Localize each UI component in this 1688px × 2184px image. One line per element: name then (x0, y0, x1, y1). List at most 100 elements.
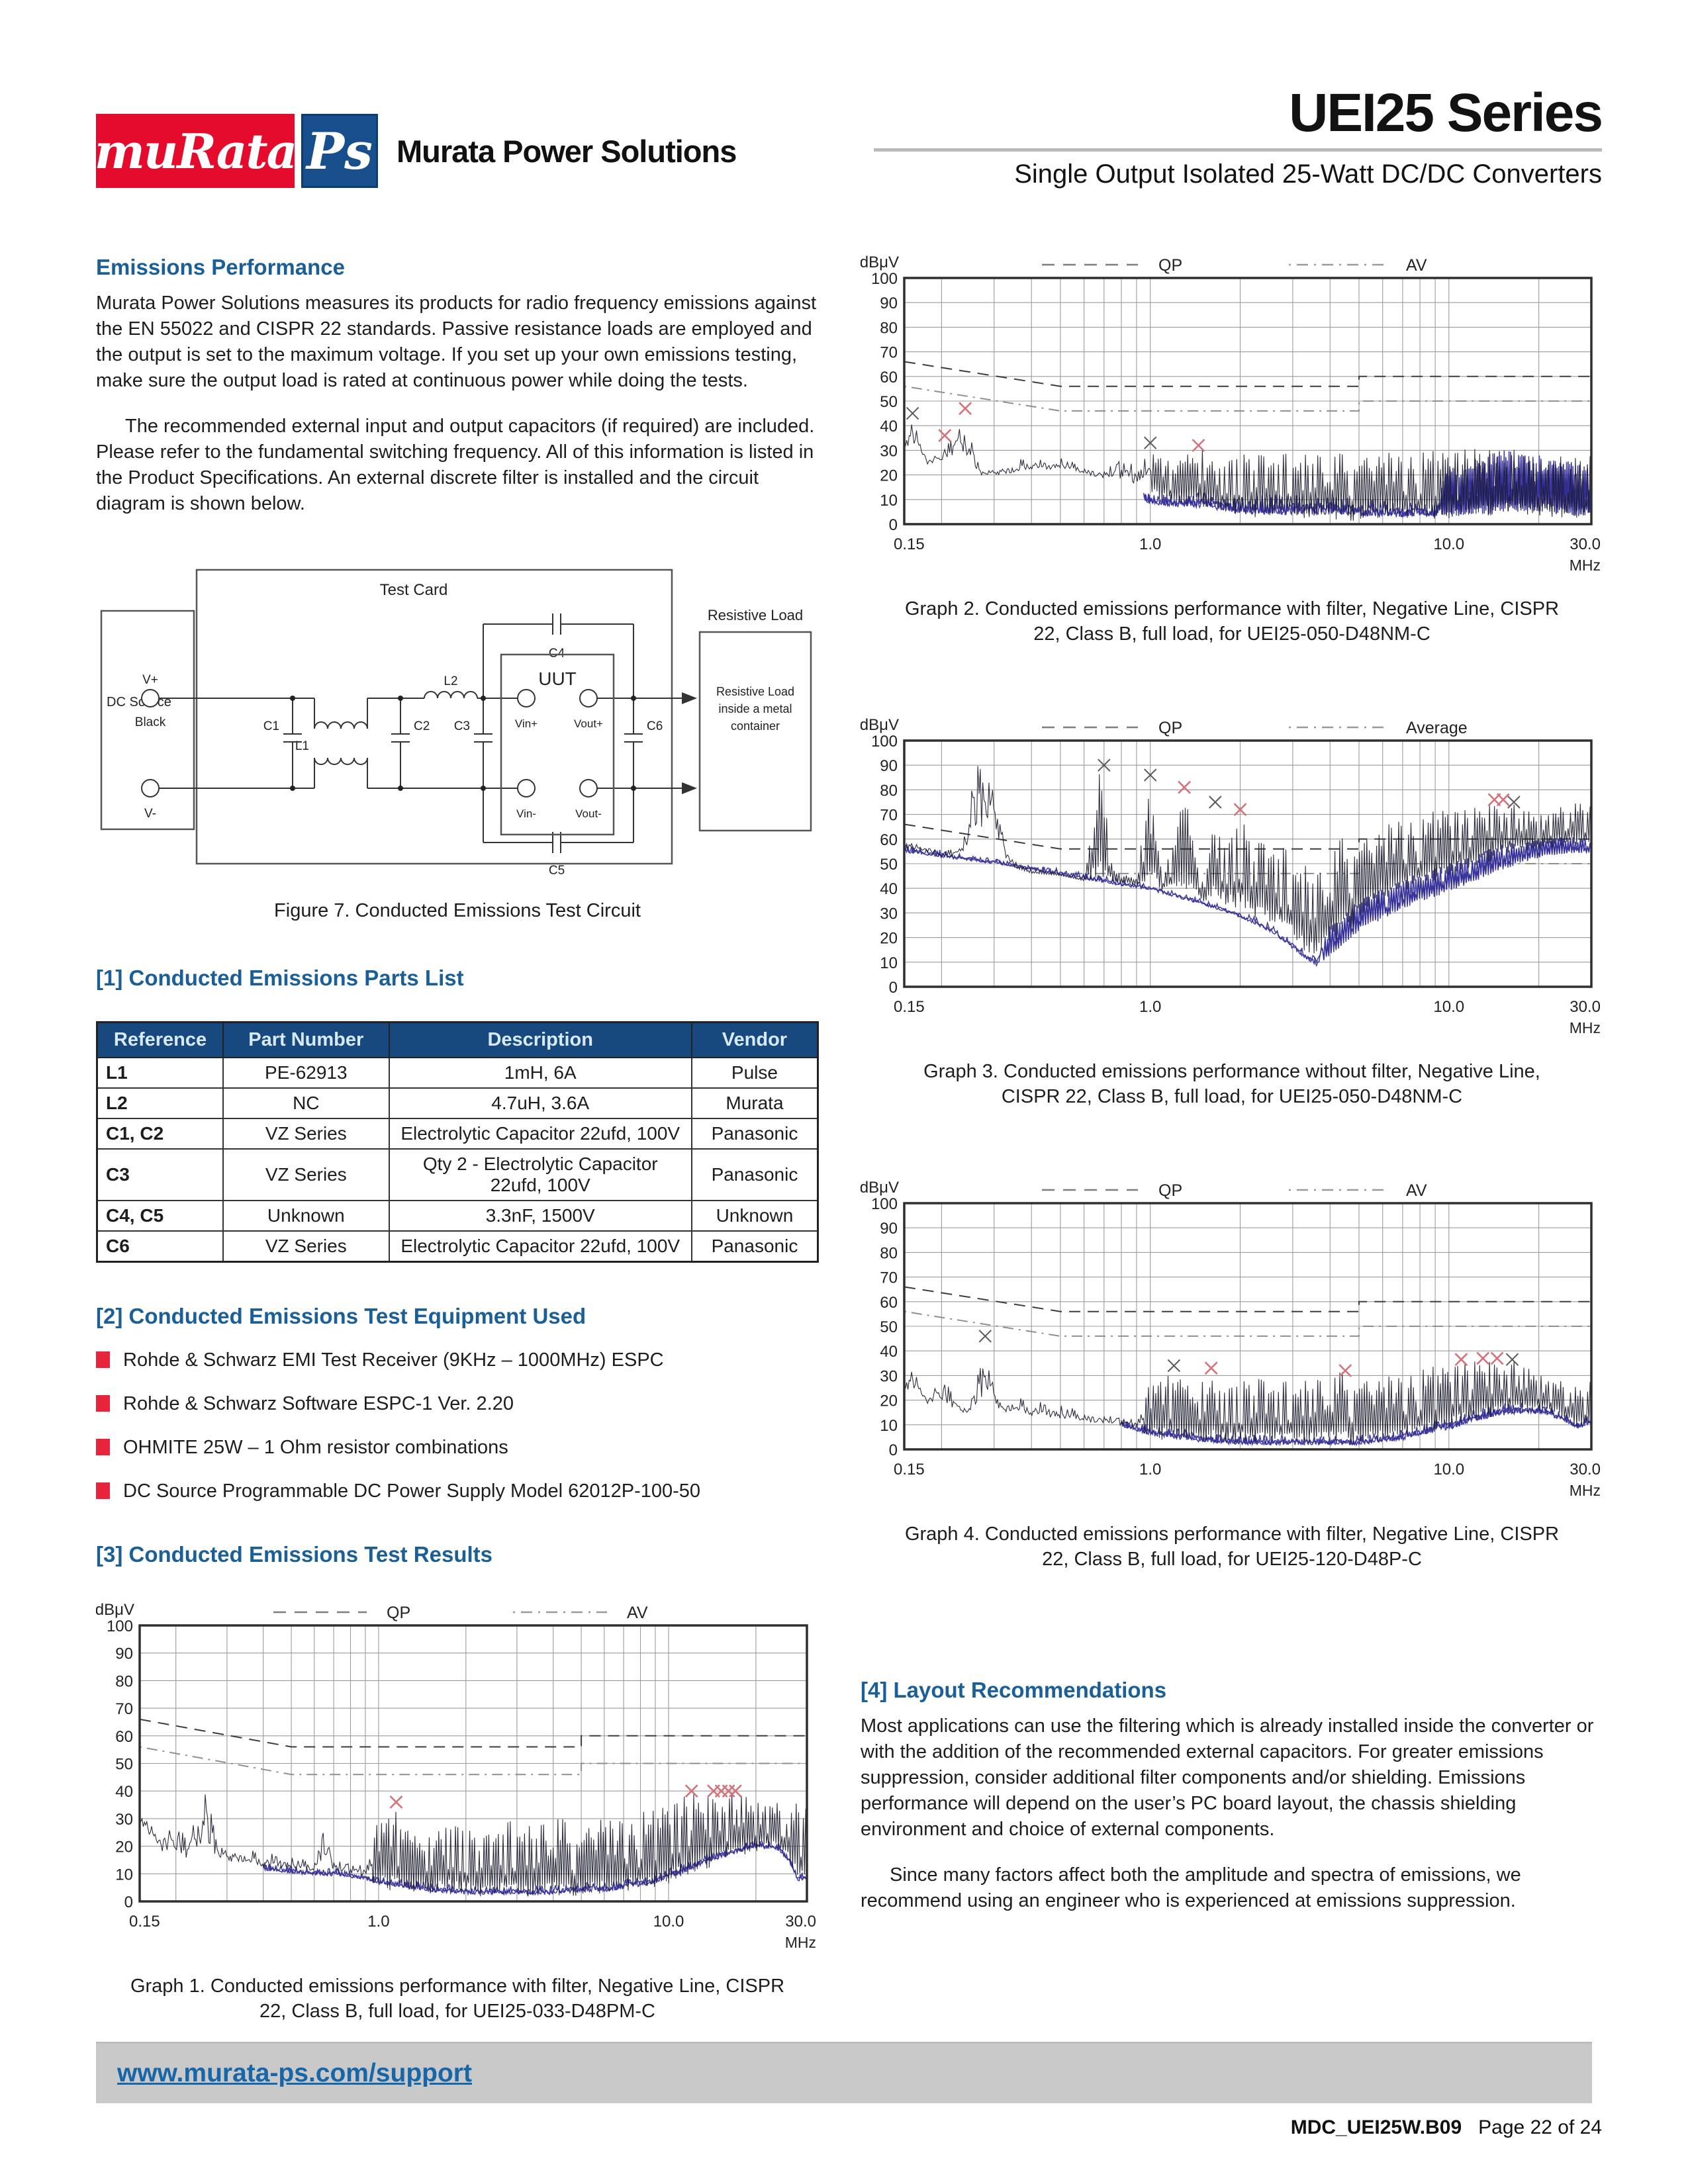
bullet-square-icon (96, 1439, 110, 1455)
cell-vendor: Murata (690, 1087, 819, 1119)
brand-name: Murata Power Solutions (397, 133, 737, 169)
svg-text:40: 40 (880, 418, 898, 435)
svg-text:MHz: MHz (1570, 557, 1601, 574)
graph-1-plot: QP AV dBμV 100 90 80 70 60 50 40 30 20 10 0 0.15 1.0 10.… (95, 1594, 819, 1958)
svg-text:10.0: 10.0 (1433, 535, 1464, 553)
svg-text:1.0: 1.0 (1139, 1461, 1161, 1479)
graph-2-caption: Graph 2. Conducted emissions performance… (904, 598, 1560, 645)
capacitor-c3 (474, 624, 492, 842)
table-row: C6 VZ Series Electrolytic Capacitor 22uf… (96, 1230, 819, 1263)
dc-source-box (100, 610, 195, 831)
svg-text:dBμV: dBμV (861, 253, 899, 271)
svg-text:AV: AV (627, 1604, 648, 1622)
svg-text:100: 100 (871, 1195, 898, 1213)
header-logo-group: muRata Ps Murata Power Solutions (94, 114, 737, 188)
svg-text:QP: QP (387, 1604, 410, 1622)
svg-text:70: 70 (115, 1700, 133, 1718)
svg-text:90: 90 (880, 1220, 898, 1238)
graph-4-caption: Graph 4. Conducted emissions performance… (904, 1524, 1560, 1570)
page-number: Page 22 of 24 (1478, 2116, 1602, 2138)
cell-vendor: Panasonic (690, 1230, 819, 1263)
table-row: L2 NC 4.7uH, 3.6A Murata (96, 1087, 819, 1119)
svg-text:30.0: 30.0 (1570, 998, 1601, 1016)
cell-reference: C1, C2 (96, 1118, 224, 1150)
junction-dots (290, 696, 636, 791)
input-wires (159, 698, 518, 789)
col-header-vendor: Vendor (690, 1021, 819, 1058)
svg-text:dBμV: dBμV (96, 1601, 134, 1619)
ps-logo-text: Ps (306, 121, 373, 181)
left-column: Emissions Performance Murata Power Solut… (95, 255, 819, 2024)
emissions-paragraph-1: Murata Power Solutions measures its prod… (96, 293, 817, 391)
list-item: Rohde & Schwarz Software ESPC-1 Ver. 2.2… (96, 1391, 819, 1416)
svg-text:dBμV: dBμV (861, 1179, 899, 1197)
svg-text:90: 90 (880, 757, 898, 775)
cell-vendor: Panasonic (690, 1118, 819, 1150)
svg-text:40: 40 (880, 1343, 898, 1361)
svg-text:10: 10 (880, 1417, 898, 1435)
c5-label: C5 (549, 864, 565, 878)
svg-text:0: 0 (889, 1441, 898, 1459)
test-card-box (195, 569, 673, 865)
title-divider (874, 148, 1602, 152)
footer-doc-info: MDC_UEI25W.B09 Page 22 of 24 (1291, 2116, 1602, 2139)
svg-text:QP: QP (1158, 1181, 1182, 1200)
vplus-terminal (141, 689, 160, 707)
cell-part-number: Unknown (222, 1200, 390, 1232)
figure7: Test Card DC Source V+ Black V- L1 L2 (96, 558, 819, 922)
capacitor-c6 (624, 624, 643, 842)
layout-rec-paragraph-1: Most applications can use the filtering … (861, 1715, 1594, 1840)
arrow-top-icon (682, 692, 697, 704)
emissions-paragraph-2: The recommended external input and outpu… (96, 416, 815, 514)
l1-label: L1 (295, 739, 309, 753)
graph-4-block: QP AV dBμV 100 90 80 70 60 50 40 30 20 10 0 0.15 1.0 10.… (860, 1171, 1603, 1572)
layout-rec-heading: [4] Layout Recommendations (861, 1678, 1167, 1702)
black-label: Black (135, 715, 166, 729)
svg-text:30.0: 30.0 (1570, 535, 1601, 553)
l2-label: L2 (444, 674, 457, 688)
graph-3-caption: Graph 3. Conducted emissions performance… (923, 1061, 1540, 1107)
graph-2-plot: QP AV dBμV 100 90 80 70 60 50 40 30 20 10 0 0.15 1.0 10.… (860, 246, 1603, 580)
doc-id: MDC_UEI25W.B09 (1290, 2116, 1462, 2138)
col-header-description: Description (388, 1021, 692, 1058)
cell-vendor: Pulse (690, 1057, 819, 1089)
svg-text:0.15: 0.15 (894, 998, 925, 1016)
graph-3-plot: QP Average dBμV 100 90 80 70 60 50 40 30 20 10 0 0.15 1… (860, 709, 1603, 1043)
murata-logo-ps: Ps (301, 114, 378, 188)
cell-description: Electrolytic Capacitor 22ufd, 100V (388, 1118, 692, 1150)
svg-text:60: 60 (115, 1728, 133, 1746)
svg-text:QP: QP (1158, 256, 1182, 275)
table-row: C3 VZ Series Qty 2 - Electrolytic Capaci… (96, 1148, 819, 1201)
uut-box (500, 653, 615, 836)
graph-2-block: QP AV dBμV 100 90 80 70 60 50 40 30 20 10 0 0.15 1.0 10.… (860, 246, 1603, 647)
svg-text:70: 70 (880, 807, 898, 825)
support-link[interactable]: www.murata-ps.com/support (117, 2059, 472, 2087)
bullet-square-icon (96, 1395, 110, 1412)
graph-4-plot: QP AV dBμV 100 90 80 70 60 50 40 30 20 10 0 0.15 1.0 10.… (860, 1171, 1603, 1506)
header-title-group: UEI25 Series Single Output Isolated 25-W… (874, 85, 1603, 189)
table-row: C4, C5 Unknown 3.3nF, 1500V Unknown (96, 1200, 819, 1232)
svg-text:50: 50 (880, 1318, 898, 1336)
svg-text:50: 50 (880, 393, 898, 411)
figure7-caption: Figure 7. Conducted Emissions Test Circu… (274, 900, 641, 921)
list-item: DC Source Programmable DC Power Supply M… (96, 1479, 819, 1504)
svg-text:30: 30 (880, 442, 898, 460)
footer-bar: www.murata-ps.com/support (96, 2042, 1592, 2103)
vin-plus-label: Vin+ (515, 717, 538, 730)
svg-text:100: 100 (871, 270, 898, 288)
dc-source-label: DC Source (107, 695, 171, 709)
svg-text:QP: QP (1158, 719, 1182, 737)
svg-text:10.0: 10.0 (1433, 1461, 1464, 1479)
cell-part-number: VZ Series (222, 1118, 390, 1150)
c4-label: C4 (549, 647, 565, 660)
page-subtitle: Single Output Isolated 25-Watt DC/DC Con… (1014, 159, 1602, 189)
parts-table-header-row: Reference Part Number Description Vendor (96, 1021, 819, 1058)
uut-vout-plus-pin (579, 689, 598, 707)
cell-reference: L1 (96, 1057, 224, 1089)
vout-plus-label: Vout+ (574, 717, 603, 730)
inductor-l1-top-winding (314, 721, 368, 729)
cell-description: Electrolytic Capacitor 22ufd, 100V (388, 1230, 692, 1263)
murata-logo-text: muRata (94, 122, 298, 179)
svg-text:AV: AV (1406, 1181, 1427, 1200)
